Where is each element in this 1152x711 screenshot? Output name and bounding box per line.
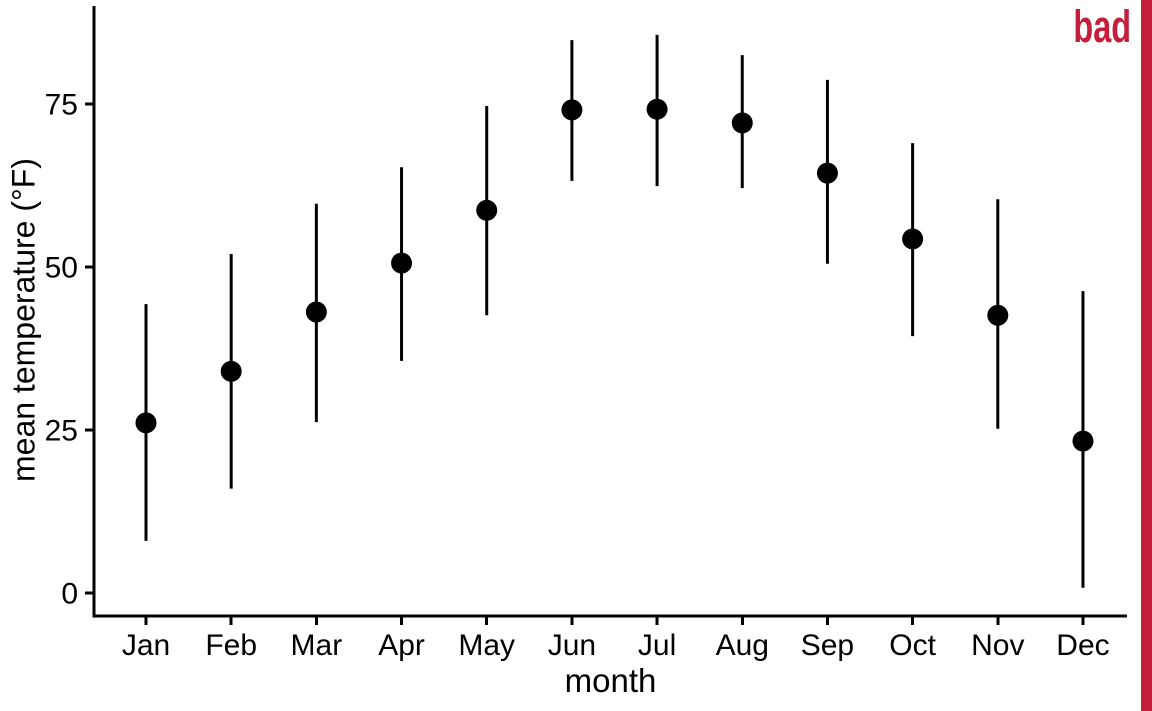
- y-axis-title: mean temperature (°F): [5, 157, 42, 483]
- y-tick-label: 25: [45, 415, 78, 448]
- x-tick-label: Jun: [548, 629, 596, 662]
- x-tick-label: Apr: [378, 629, 425, 662]
- x-tick-label: Jan: [122, 629, 170, 662]
- x-tick-label: Sep: [801, 629, 854, 662]
- data-point: [220, 360, 242, 382]
- y-tick-label: 75: [45, 89, 78, 122]
- data-point: [305, 301, 327, 323]
- x-tick-label: Oct: [889, 629, 936, 662]
- x-tick-label: Dec: [1056, 629, 1109, 662]
- bad-stamp-bar: [1141, 0, 1152, 711]
- data-point: [987, 304, 1009, 326]
- data-point: [731, 112, 753, 134]
- x-tick-label: Mar: [291, 629, 343, 662]
- x-tick-label: Nov: [971, 629, 1024, 662]
- data-point: [646, 98, 668, 120]
- x-tick-label: May: [458, 629, 515, 662]
- bad-stamp-label: bad: [1073, 1, 1131, 52]
- x-tick-label: Aug: [716, 629, 769, 662]
- y-tick-label: 0: [61, 578, 78, 611]
- x-axis-title: month: [564, 662, 657, 699]
- data-point: [476, 199, 498, 221]
- data-point: [816, 162, 838, 184]
- x-tick-label: Feb: [205, 629, 257, 662]
- data-point: [391, 252, 413, 274]
- data-point: [135, 412, 157, 434]
- data-point: [561, 99, 583, 121]
- x-tick-label: Jul: [638, 629, 676, 662]
- y-tick-label: 50: [45, 252, 78, 285]
- data-point: [1072, 430, 1094, 452]
- data-point: [902, 228, 924, 250]
